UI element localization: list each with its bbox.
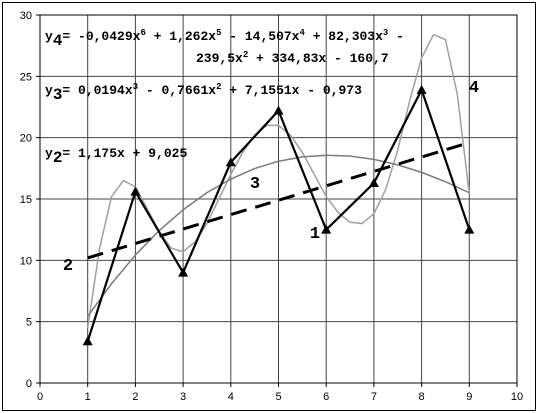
marker <box>178 267 189 277</box>
y-tick-label: 5 <box>26 317 32 329</box>
y-tick-label: 25 <box>20 71 32 83</box>
marker <box>273 105 284 115</box>
plot-area: 0 5 10 15 20 25 30 0 1 2 3 4 5 6 7 8 9 10 4 3 2 1 <box>20 10 523 403</box>
y-tick-label: 20 <box>20 133 32 145</box>
y-tick-label: 10 <box>20 255 32 267</box>
series-label: 4 <box>469 79 479 98</box>
x-tick-label: 6 <box>323 391 329 403</box>
x-tick-label: 0 <box>37 391 43 403</box>
marker <box>464 224 475 234</box>
x-tick-label: 3 <box>180 391 186 403</box>
equation: y2= 1,175x + 9,025 <box>45 146 187 167</box>
equation: y3= 0,0194x3 - 0,7661x2 + 7,1551x - 0,97… <box>45 82 362 104</box>
marker <box>416 84 427 94</box>
y-tick-label: 0 <box>26 378 32 390</box>
x-tick-label: 1 <box>85 391 91 403</box>
series-label: 3 <box>250 175 260 194</box>
equation: 239,5x2 + 334,83x - 160,7 <box>196 50 389 66</box>
x-tick-label: 9 <box>466 391 472 403</box>
series-line <box>87 141 470 260</box>
x-tick-label: 4 <box>228 391 234 403</box>
y-tick-label: 30 <box>20 10 32 22</box>
marker <box>130 186 141 196</box>
x-tick-label: 7 <box>371 391 377 403</box>
marker <box>368 178 379 188</box>
plot-border <box>39 14 518 384</box>
x-tick-label: 2 <box>132 391 138 403</box>
series-label: 2 <box>63 257 73 276</box>
x-tick-label: 8 <box>419 391 425 403</box>
equation: y4= -0,0429x6 + 1,262x5 - 14,507x4 + 82,… <box>45 28 404 50</box>
x-tick-label: 10 <box>511 391 523 403</box>
series-line <box>87 154 470 317</box>
y-tick-label: 15 <box>20 194 32 206</box>
x-tick-label: 5 <box>275 391 281 403</box>
marker <box>225 157 236 167</box>
series-label: 1 <box>310 225 320 244</box>
marker <box>82 336 93 346</box>
marker <box>321 224 332 234</box>
